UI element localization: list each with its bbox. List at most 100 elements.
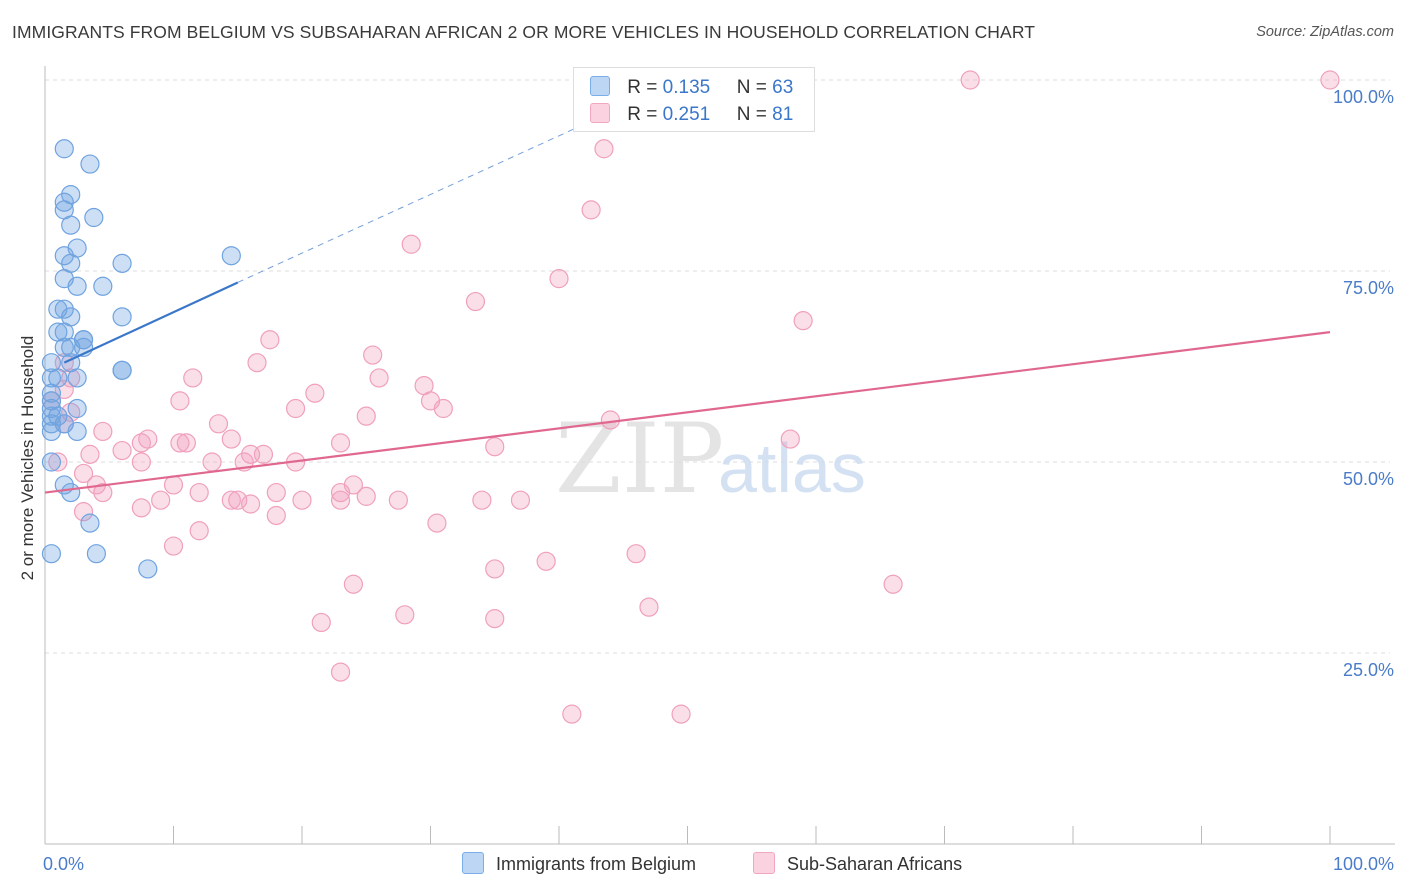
subsaharan-point-38 — [330, 433, 351, 453]
belgium-point-42 — [41, 421, 62, 442]
subsaharan-point-68 — [427, 513, 447, 533]
stats-legend: R = 0.135 N = 63 R = 0.251 N = 81 — [573, 67, 815, 132]
belgium-point-43 — [41, 452, 62, 472]
subsaharan-point-59 — [228, 490, 248, 510]
subsaharan-point-66 — [266, 505, 286, 526]
subsaharan-point-23 — [356, 406, 376, 426]
subsaharan-point-16 — [54, 379, 74, 400]
subsaharan-point-40 — [780, 429, 800, 449]
r-label: R = — [627, 104, 658, 125]
belgium-trend-extension — [237, 117, 598, 283]
subsaharan-point-31 — [138, 429, 158, 449]
subsaharan-point-69 — [163, 536, 184, 556]
legend-item-subsaharan: Sub-Saharan Africans — [753, 852, 962, 875]
subsaharan-point-21 — [433, 398, 453, 419]
subsaharan-point-35 — [176, 433, 196, 453]
belgium-legend-label: Immigrants from Belgium — [496, 854, 697, 874]
subsaharan-point-70 — [626, 544, 646, 564]
subsaharan-swatch — [590, 103, 610, 123]
subsaharan-point-19 — [305, 383, 325, 403]
subsaharan-point-52 — [221, 490, 241, 510]
belgium-point-30 — [67, 368, 87, 388]
subsaharan-point-67 — [189, 521, 209, 541]
subsaharan-point-54 — [330, 482, 351, 503]
belgium-point-31 — [41, 368, 62, 388]
subsaharan-point-22 — [285, 398, 306, 419]
belgium-point-48 — [86, 544, 107, 564]
subsaharan-point-71 — [536, 551, 556, 571]
subsaharan-point-25 — [600, 410, 621, 430]
subsaharan-point-9 — [363, 345, 383, 365]
gridlines — [45, 79, 1390, 654]
subsaharan-point-36 — [170, 433, 190, 453]
subsaharan-point-39 — [485, 437, 505, 457]
belgium-point-16 — [54, 299, 74, 319]
subsaharan-point-51 — [266, 482, 286, 503]
belgium-point-35 — [41, 398, 62, 419]
subsaharan-point-60 — [292, 490, 312, 510]
r-value-subsaharan: 0.251 — [662, 104, 711, 125]
y-axis-title: 2 or more Vehicles in Household — [18, 336, 37, 581]
subsaharan-point-28 — [221, 429, 241, 449]
subsaharan-point-42 — [131, 452, 151, 472]
subsaharan-point-13 — [183, 368, 203, 388]
subsaharan-point-4 — [401, 234, 421, 254]
legend-item-belgium: Immigrants from Belgium — [462, 852, 696, 875]
belgium-trend-line — [63, 281, 239, 364]
subsaharan-point-57 — [356, 486, 376, 506]
subsaharan-point-14 — [369, 368, 389, 388]
subsaharan-point-63 — [510, 490, 531, 510]
n-label: N = — [736, 104, 767, 125]
subsaharan-point-79 — [330, 662, 351, 682]
subsaharan-point-56 — [330, 490, 351, 510]
subsaharan-point-46 — [73, 463, 94, 484]
subsaharan-point-61 — [388, 490, 408, 510]
n-label: N = — [736, 77, 767, 98]
belgium-points — [41, 139, 241, 579]
belgium-point-11 — [221, 246, 241, 266]
belgium-swatch — [590, 76, 610, 96]
belgium-point-0 — [54, 139, 74, 159]
subsaharan-point-5 — [549, 269, 569, 289]
subsaharan-point-58 — [241, 494, 261, 514]
subsaharan-point-32 — [80, 444, 100, 464]
belgium-point-6 — [61, 215, 81, 235]
belgium-point-13 — [67, 276, 87, 296]
subsaharan-point-55 — [151, 490, 171, 510]
belgium-point-18 — [112, 307, 132, 327]
subsaharan-point-48 — [163, 475, 184, 495]
subsaharan-point-81 — [671, 704, 691, 724]
subsaharan-point-33 — [112, 440, 132, 461]
belgium-point-29 — [112, 360, 132, 380]
subsaharan-point-78 — [311, 612, 331, 633]
n-value-belgium: 63 — [772, 77, 794, 98]
belgium-point-47 — [41, 544, 62, 564]
subsaharan-point-80 — [562, 704, 582, 724]
axis-labels: 25.0% 50.0% 75.0% 100.0% 0.0% 100.0% 2 or more… — [18, 87, 1394, 874]
watermark-atlas: atlas — [718, 429, 866, 507]
belgium-point-33 — [41, 383, 62, 403]
x-tick-label-max: 100.0% — [1333, 854, 1394, 874]
belgium-point-14 — [93, 276, 113, 296]
subsaharan-point-6 — [465, 291, 486, 312]
subsaharan-point-74 — [883, 574, 903, 594]
y-tick-label: 100.0% — [1333, 87, 1394, 107]
r-value-belgium: 0.135 — [662, 77, 711, 98]
belgium-point-8 — [54, 246, 74, 266]
subsaharan-point-73 — [343, 574, 363, 594]
subsaharan-point-49 — [93, 482, 113, 503]
subsaharan-point-37 — [253, 444, 274, 464]
y-tick-label: 75.0% — [1343, 278, 1394, 298]
subsaharan-point-26 — [208, 414, 229, 434]
y-tick-label: 50.0% — [1343, 469, 1394, 489]
belgium-point-1 — [80, 154, 100, 174]
subsaharan-point-76 — [395, 605, 415, 625]
belgium-legend-swatch — [462, 852, 484, 874]
subsaharan-point-75 — [639, 597, 659, 617]
subsaharan-point-10 — [247, 353, 267, 373]
belgium-point-3 — [54, 192, 74, 212]
subsaharan-point-3 — [581, 200, 601, 220]
subsaharan-point-29 — [93, 421, 113, 442]
stats-legend-row-belgium: R = 0.135 N = 63 — [590, 76, 793, 98]
